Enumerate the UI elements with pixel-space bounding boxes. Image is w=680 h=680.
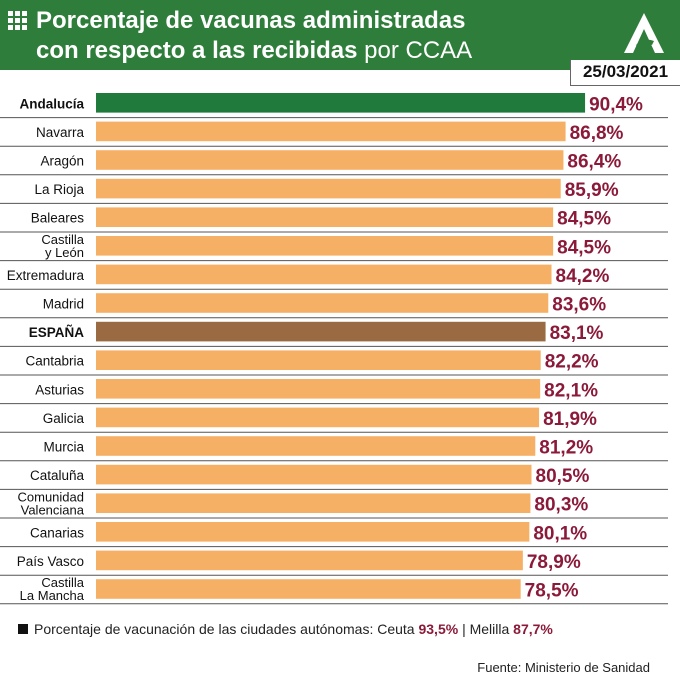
title-line-2-bold: con respecto a las recibidas (36, 37, 358, 64)
melilla-value: 87,7% (513, 621, 553, 637)
value-label: 85,9% (565, 180, 619, 201)
footnote: Porcentaje de vacunación de las ciudades… (18, 620, 553, 638)
bar (96, 321, 546, 342)
category-label: Navarra (36, 125, 85, 140)
bar (96, 264, 552, 285)
category-label: Canarias (30, 525, 84, 540)
category-label-line: Castilla (41, 232, 84, 247)
bar (96, 464, 532, 485)
value-label: 86,8% (570, 123, 624, 144)
bar (96, 550, 523, 571)
bar (96, 579, 521, 599)
value-label: 80,1% (533, 523, 587, 544)
melilla-label: | Melilla (462, 621, 510, 637)
category-label-line: La Mancha (20, 588, 85, 603)
value-label: 78,9% (527, 552, 581, 573)
title-line-1: Porcentaje de vacunas administradas (36, 7, 466, 34)
value-label: 80,3% (534, 495, 588, 516)
value-label: 84,5% (557, 209, 611, 230)
category-label: Castilla La Mancha (20, 575, 85, 603)
value-label: 90,4% (589, 94, 643, 115)
chart-title: Porcentaje de vacunas administradas con … (36, 6, 606, 66)
category-label: Extremadura (7, 268, 85, 283)
category-label: País Vasco (17, 554, 84, 569)
category-label: Cataluña (30, 468, 85, 483)
value-label: 82,2% (545, 352, 599, 373)
grid-icon (8, 11, 27, 30)
category-label: ESPAÑA (29, 325, 85, 340)
bar (96, 522, 530, 542)
category-label: Galicia (43, 411, 85, 426)
chart-rows: Andalucía 90,4% Navarra 86,8% Aragón 86,4% La … (0, 93, 668, 605)
category-label: La Rioja (34, 182, 84, 197)
category-label: Cantabria (25, 354, 84, 369)
junta-andalucia-logo-icon (624, 13, 664, 53)
category-label-line: Castilla (41, 575, 84, 590)
bar (96, 207, 554, 227)
value-label: 81,9% (543, 409, 597, 430)
bar (96, 350, 541, 370)
category-label-line: Comunidad (18, 489, 85, 504)
value-label: 84,2% (556, 266, 610, 287)
footnote-text: Porcentaje de vacunación de las ciudades… (34, 621, 415, 637)
date-box: 25/03/2021 (570, 60, 680, 86)
bar (96, 93, 586, 113)
value-label: 86,4% (567, 152, 621, 173)
date-label: 25/03/2021 (582, 62, 669, 81)
value-label: 83,1% (550, 323, 604, 344)
bar (96, 150, 564, 170)
bar (96, 436, 536, 456)
bar (96, 236, 554, 256)
value-label: 81,2% (539, 438, 593, 459)
category-label: Asturias (35, 382, 84, 397)
category-label: Castilla y León (41, 232, 84, 260)
bar (96, 178, 561, 199)
category-label-line: y León (45, 245, 84, 260)
category-label: Andalucía (19, 96, 84, 111)
category-label: Murcia (43, 440, 84, 455)
value-label: 84,5% (557, 237, 611, 258)
bar (96, 407, 540, 428)
category-label: Aragón (40, 154, 84, 169)
header-banner: Porcentaje de vacunas administradas con … (0, 0, 680, 70)
source-note: Fuente: Ministerio de Sanidad (477, 660, 650, 675)
bar (96, 293, 549, 313)
bar (96, 121, 566, 142)
footnote-square-icon (18, 624, 28, 634)
category-label-line: Valenciana (21, 502, 85, 517)
value-label: 78,5% (525, 581, 579, 602)
value-label: 82,1% (544, 380, 598, 401)
title-line-2: con respecto a las recibidas por CCAA (36, 36, 606, 66)
value-label: 83,6% (552, 295, 606, 316)
category-label: Baleares (31, 211, 85, 226)
value-label: 80,5% (536, 466, 590, 487)
title-line-2-plain: por CCAA (364, 37, 473, 64)
ceuta-value: 93,5% (418, 621, 459, 637)
bar (96, 379, 541, 399)
category-label: Madrid (43, 297, 84, 312)
category-label: Comunidad Valenciana (18, 489, 85, 517)
bar (96, 493, 531, 513)
